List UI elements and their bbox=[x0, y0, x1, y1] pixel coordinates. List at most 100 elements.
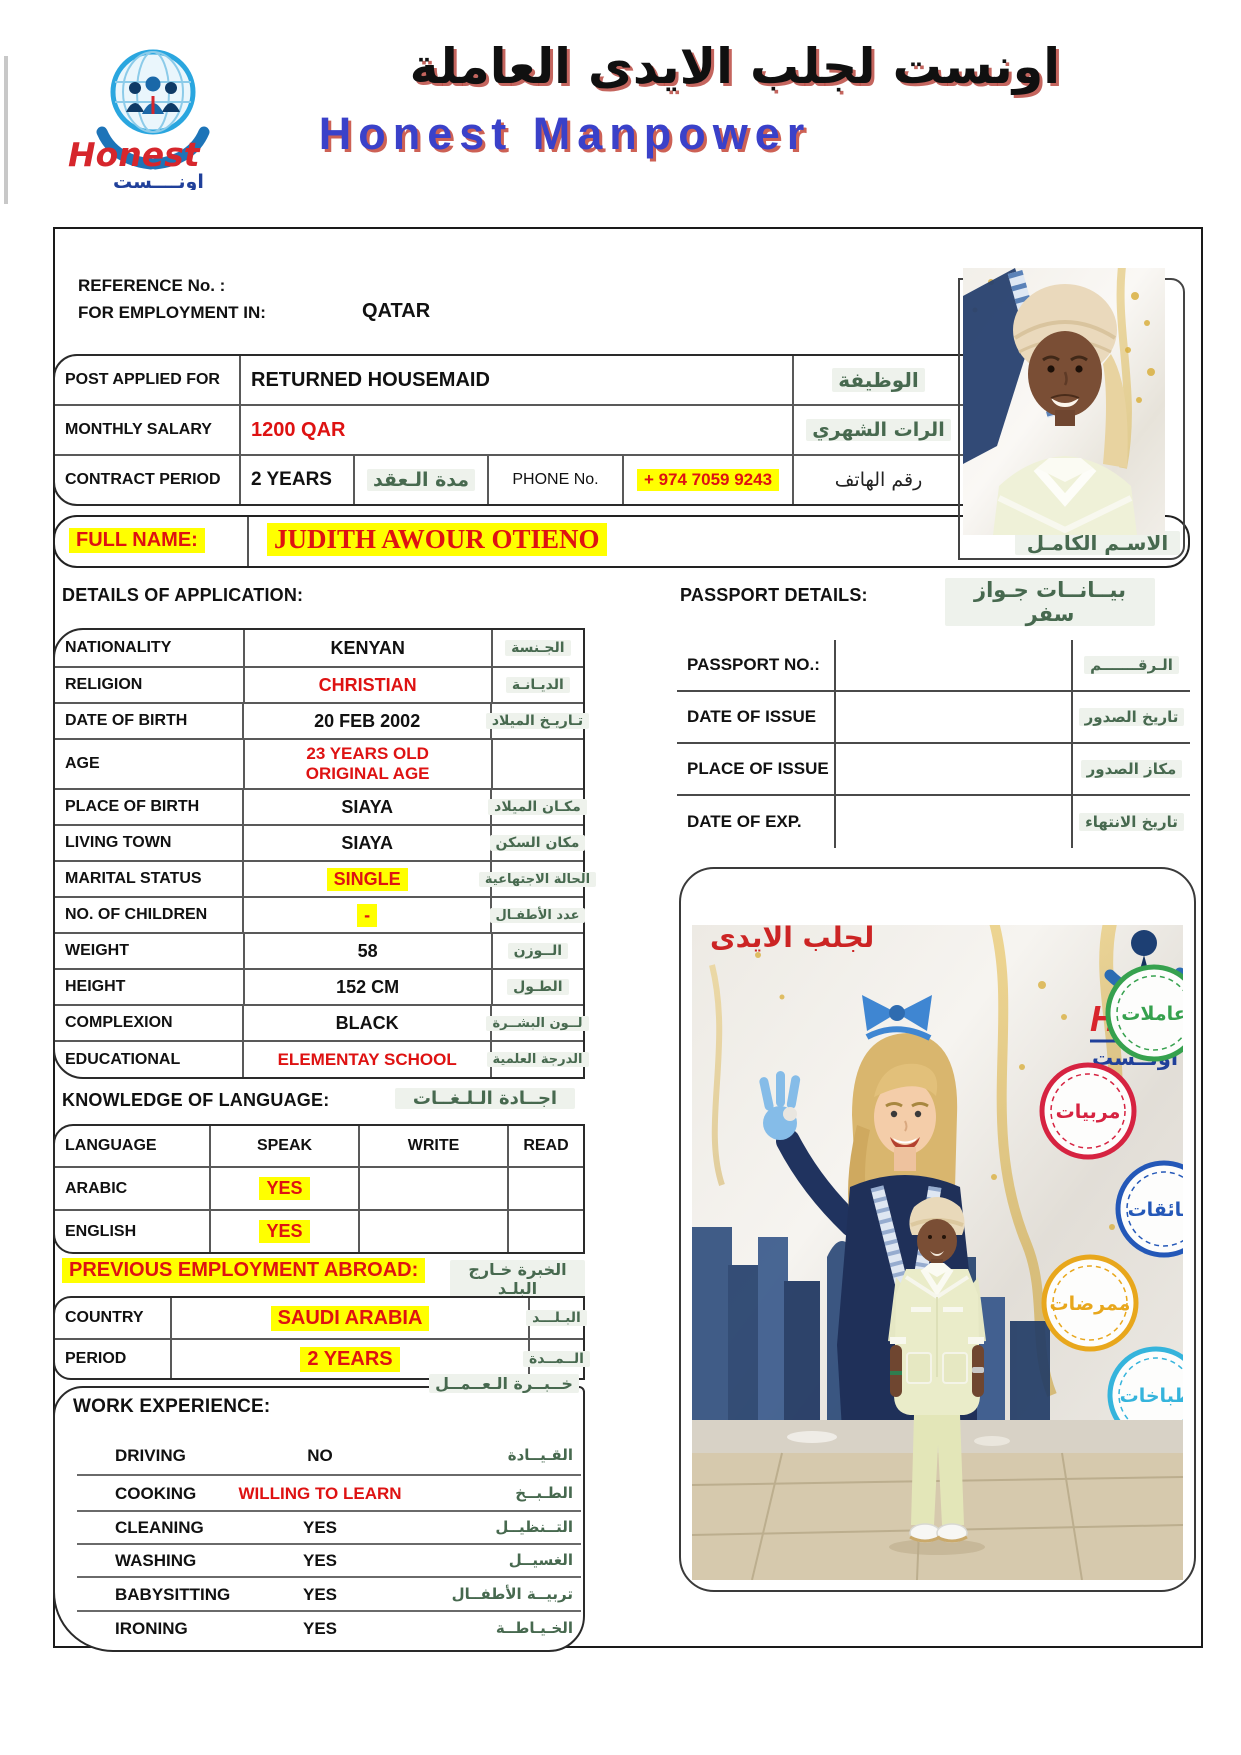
details-row-weight: WEIGHT 58 الــوزن bbox=[55, 932, 583, 968]
post-arabic-label: الوظيفة bbox=[832, 368, 925, 392]
row-label: LIVING TOWN bbox=[65, 834, 172, 851]
work-arabic-cooking: الطـبــخ bbox=[515, 1484, 573, 1502]
post-value: RETURNED HOUSEMAID bbox=[251, 368, 490, 391]
row-arabic: تاريخ الصدور bbox=[1078, 708, 1185, 726]
details-row-children: NO. OF CHILDREN - عدد الأطفـال bbox=[55, 896, 586, 932]
details-row-town: LIVING TOWN SIAYA مكان السكن bbox=[55, 824, 586, 860]
details-row-marital: MARITAL STATUS SINGLE الحالة الاجتهاعية bbox=[55, 860, 597, 896]
work-label-ironing: IRONING bbox=[115, 1619, 188, 1638]
passport-heading-arabic: بيــانــات جـواز سفر bbox=[945, 578, 1155, 626]
passport-table: PASSPORT NO.: الـرقـــــــم DATE OF ISSU… bbox=[677, 640, 1190, 848]
work-value-cooking: WILLING TO LEARN bbox=[238, 1484, 402, 1503]
work-arabic-driving: القـيــادة bbox=[507, 1446, 573, 1464]
work-experience-heading: WORK EXPERIENCE: bbox=[73, 1396, 271, 1417]
country-label: COUNTRY bbox=[65, 1309, 144, 1326]
header-title-english: Honest Manpower bbox=[318, 108, 812, 159]
badge-label: عاملات bbox=[1121, 1003, 1183, 1025]
poster-frame bbox=[679, 867, 1196, 1592]
row-arabic: تاريخ الانتهاء bbox=[1079, 813, 1184, 831]
work-experience-box: WORK EXPERIENCE: خــبــرة الـعــمــل DRI… bbox=[53, 1374, 585, 1652]
work-label-cleaning: CLEANING bbox=[115, 1518, 204, 1537]
details-row-education: EDUCATIONAL ELEMENTAY SCHOOL الدرجة العل… bbox=[55, 1040, 589, 1077]
row-value: 20 FEB 2002 bbox=[314, 710, 421, 731]
speak-value: YES bbox=[259, 1220, 310, 1243]
phone-label: PHONE No. bbox=[512, 471, 599, 488]
badge-label: مربيات bbox=[1056, 1101, 1121, 1123]
work-value-babysitting: YES bbox=[302, 1585, 338, 1604]
blue-bow bbox=[862, 995, 932, 1031]
details-row-dob: DATE OF BIRTH 20 FEB 2002 تـاريـخ الميلا… bbox=[55, 702, 590, 738]
row-value: SIAYA bbox=[341, 832, 394, 853]
cradling-hands-icon bbox=[96, 126, 210, 170]
applicant-portrait bbox=[993, 284, 1137, 535]
col-write: WRITE bbox=[407, 1137, 460, 1154]
work-label-washing: WASHING bbox=[115, 1551, 197, 1570]
row-label: HEIGHT bbox=[65, 978, 126, 995]
row-separator bbox=[77, 1474, 581, 1476]
row-label: PASSPORT NO.: bbox=[687, 655, 820, 674]
row-label: NO. OF CHILDREN bbox=[65, 906, 208, 923]
full-name-box: FULL NAME: JUDITH AWOUR OTIENO الاسـم ال… bbox=[53, 515, 1190, 568]
row-value: 23 YEARS OLD ORIGINAL AGE bbox=[305, 743, 430, 783]
post-salary-table: POST APPLIED FOR RETURNED HOUSEMAID الوظ… bbox=[53, 354, 965, 506]
row-separator bbox=[77, 1510, 581, 1512]
phone-value: + 974 7059 9243 bbox=[636, 469, 780, 491]
applicant-full-photo: لجلب الايدى Honest اونــست bbox=[692, 925, 1183, 1580]
row-label: EDUCATIONAL bbox=[65, 1050, 181, 1068]
work-experience-heading-arabic: خــبــرة الـعــمــل bbox=[429, 1374, 579, 1393]
row-label: RELIGION bbox=[65, 676, 143, 693]
globe-icon bbox=[110, 49, 196, 135]
speak-value: YES bbox=[259, 1177, 310, 1200]
contract-arabic-label: مدة الـعقد bbox=[366, 469, 476, 491]
row-arabic: عدد الأطفـال bbox=[489, 907, 586, 923]
row-label: COMPLEXION bbox=[65, 1014, 173, 1031]
logo-arabic-wordmark: اونــــست bbox=[113, 171, 204, 190]
row-label: DATE OF BIRTH bbox=[65, 712, 188, 729]
row-arabic: الطـول bbox=[507, 979, 569, 995]
service-badges: عاملات مربيات سائقات ممرضات طباخات bbox=[1039, 964, 1183, 1444]
phone-arabic-label: رقم الهاتف bbox=[834, 469, 923, 491]
salary-value: 1200 QAR bbox=[251, 418, 346, 441]
row-separator bbox=[77, 1576, 581, 1578]
period-row: PERIOD 2 YEARS الــمــدة bbox=[55, 1338, 590, 1378]
tile-floor bbox=[692, 1453, 1183, 1580]
post-label: POST APPLIED FOR bbox=[65, 371, 220, 388]
logo-wordmark: Honest bbox=[68, 135, 201, 174]
poster-illustration: لجلب الايدى Honest اونــست bbox=[692, 925, 1183, 1580]
details-heading: DETAILS OF APPLICATION: bbox=[62, 585, 304, 605]
details-row-age: AGE 23 YEARS OLD ORIGINAL AGE bbox=[55, 738, 583, 788]
language-heading: KNOWLEDGE OF LANGUAGE: bbox=[62, 1090, 330, 1110]
row-label: WEIGHT bbox=[65, 942, 129, 959]
row-value: SINGLE bbox=[326, 867, 408, 891]
work-value-driving: NO bbox=[307, 1446, 333, 1465]
language-row-english: ENGLISH YES bbox=[55, 1209, 583, 1252]
passport-row: PASSPORT NO.: الـرقـــــــم bbox=[677, 640, 1190, 692]
row-label: ARABIC bbox=[65, 1179, 128, 1197]
row-label: MARITAL STATUS bbox=[65, 870, 202, 887]
work-value-washing: YES bbox=[302, 1551, 338, 1570]
details-row-pob: PLACE OF BIRTH SIAYA مكـان الميلاد bbox=[55, 788, 587, 824]
row-label: DATE OF ISSUE bbox=[687, 707, 817, 726]
headshot-illustration bbox=[963, 268, 1165, 535]
passport-heading: PASSPORT DETAILS: bbox=[680, 585, 868, 605]
country-value: SAUDI ARABIA bbox=[270, 1305, 430, 1331]
row-arabic: الدرجة العلمية bbox=[486, 1052, 589, 1067]
row-value: KENYAN bbox=[330, 637, 405, 658]
salary-label: MONTHLY SALARY bbox=[65, 421, 212, 438]
row-label: AGE bbox=[65, 755, 100, 772]
country-arabic: البـلـــد bbox=[526, 1310, 587, 1326]
row-arabic: مكـان الميلاد bbox=[488, 799, 587, 815]
full-name-divider bbox=[247, 517, 249, 566]
applicant-headshot-photo bbox=[963, 268, 1165, 535]
period-value: 2 YEARS bbox=[300, 1346, 400, 1372]
row-arabic: الديـانـة bbox=[505, 677, 570, 693]
row-arabic: الـرقـــــــم bbox=[1084, 656, 1179, 674]
row-label: PLACE OF ISSUE bbox=[687, 759, 829, 778]
gold-flecks bbox=[972, 279, 1155, 403]
row-arabic: لــون البشــرة bbox=[486, 1015, 589, 1031]
work-value-ironing: YES bbox=[302, 1619, 338, 1638]
details-row-nationality: NATIONALITY KENYAN الجـنسة bbox=[55, 630, 583, 666]
row-label: DATE OF EXP. bbox=[687, 812, 802, 831]
period-label: PERIOD bbox=[65, 1350, 127, 1367]
work-arabic-ironing: الخـيـاطــة bbox=[495, 1619, 573, 1637]
